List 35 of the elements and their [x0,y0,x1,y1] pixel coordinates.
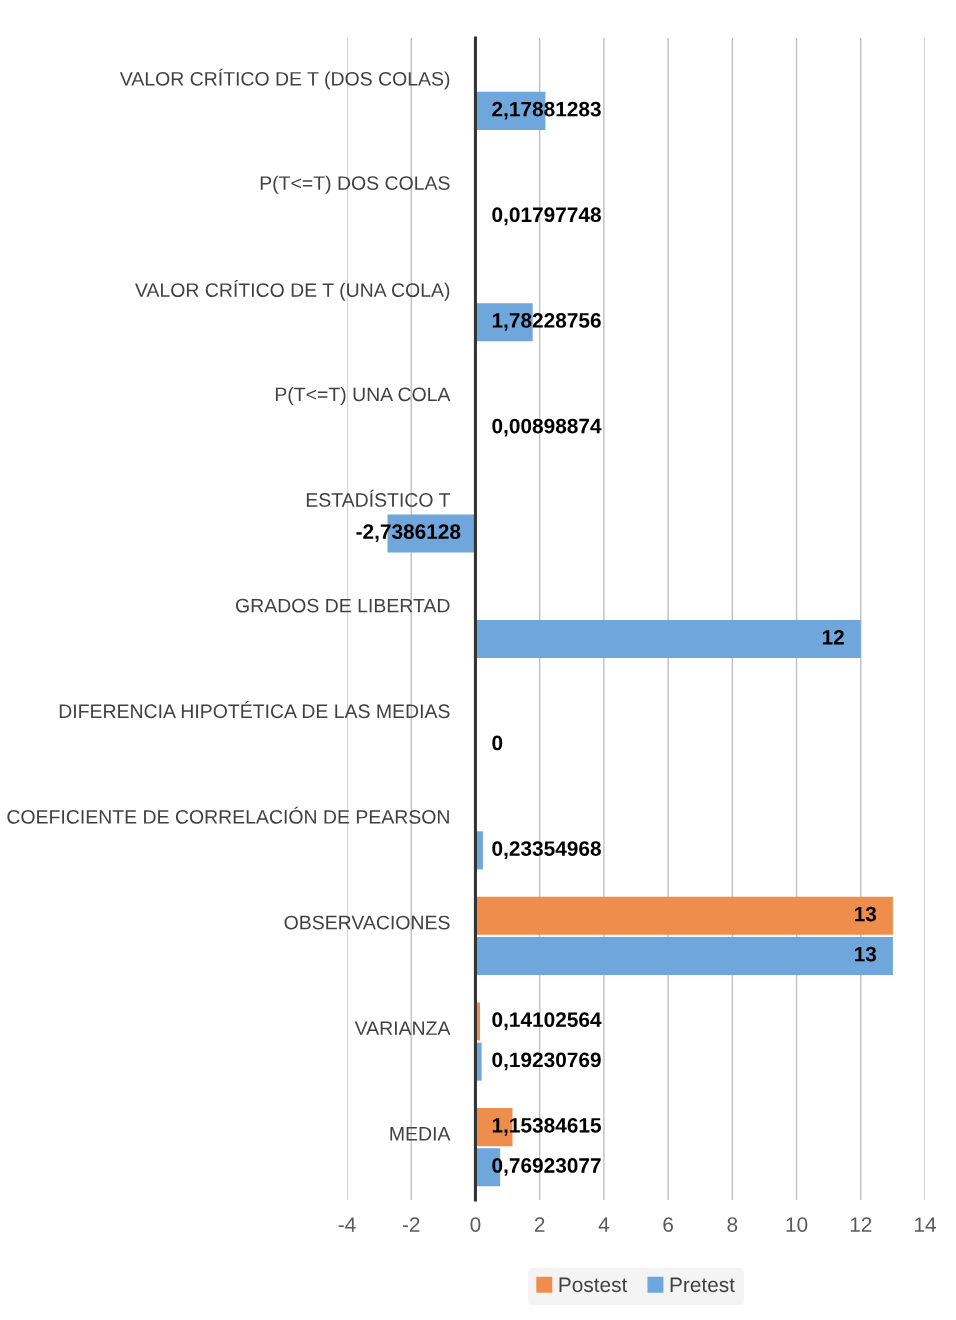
bar [475,896,893,935]
y-tick-label: GRADOS DE LIBERTAD [236,598,450,613]
data-label: 0,19230769 [492,1052,601,1071]
y-tick-label: P(T<=T) UNA COLA [275,386,451,406]
y-tick-label: COEFICIENTE DE CORRELACIÓN DE PEARSON [7,806,449,824]
y-tick-label: ESTADÍSTICO T [306,489,450,507]
legend-label: Postest [559,1277,628,1293]
x-tick-label: 14 [915,1217,936,1232]
x-tick-label: 4 [598,1217,610,1232]
data-label: 0,00898874 [492,418,602,437]
x-tick-label: 12 [850,1217,872,1232]
x-tick-label: 2 [534,1217,545,1232]
x-tick-label: -4 [338,1217,356,1232]
legend-label: Pretest [670,1277,735,1293]
data-label: 12 [822,629,844,645]
y-tick-label: P(T<=T) DOS COLAS [260,175,450,194]
data-label: 13 [854,906,877,922]
y-tick-label: DIFERENCIA HIPOTÉTICA DE LAS MEDIAS [59,701,450,719]
data-label: 13 [854,946,877,962]
x-tick-label: -2 [402,1217,420,1232]
data-label: 0 [492,735,503,751]
bar [475,936,893,975]
y-tick-label: VARIANZA [354,1021,451,1035]
bar [475,620,861,659]
data-label: 0,23354968 [492,841,601,859]
x-tick-label: 8 [727,1217,738,1232]
x-tick-label: 0 [470,1217,481,1232]
data-label: 0,01797748 [492,207,601,226]
y-tick-label: VALOR CRÍTICO DE T (DOS COLAS) [119,68,450,90]
y-tick-label: OBSERVACIONES [284,915,450,930]
data-label: 0,14102564 [492,1012,602,1031]
y-tick-label: MEDIA [390,1127,451,1141]
y-tick-label: VALOR CRÍTICO DE T (UNA COLA) [135,279,450,301]
x-tick-label: 6 [663,1217,673,1232]
x-tick-label: 10 [786,1217,808,1232]
